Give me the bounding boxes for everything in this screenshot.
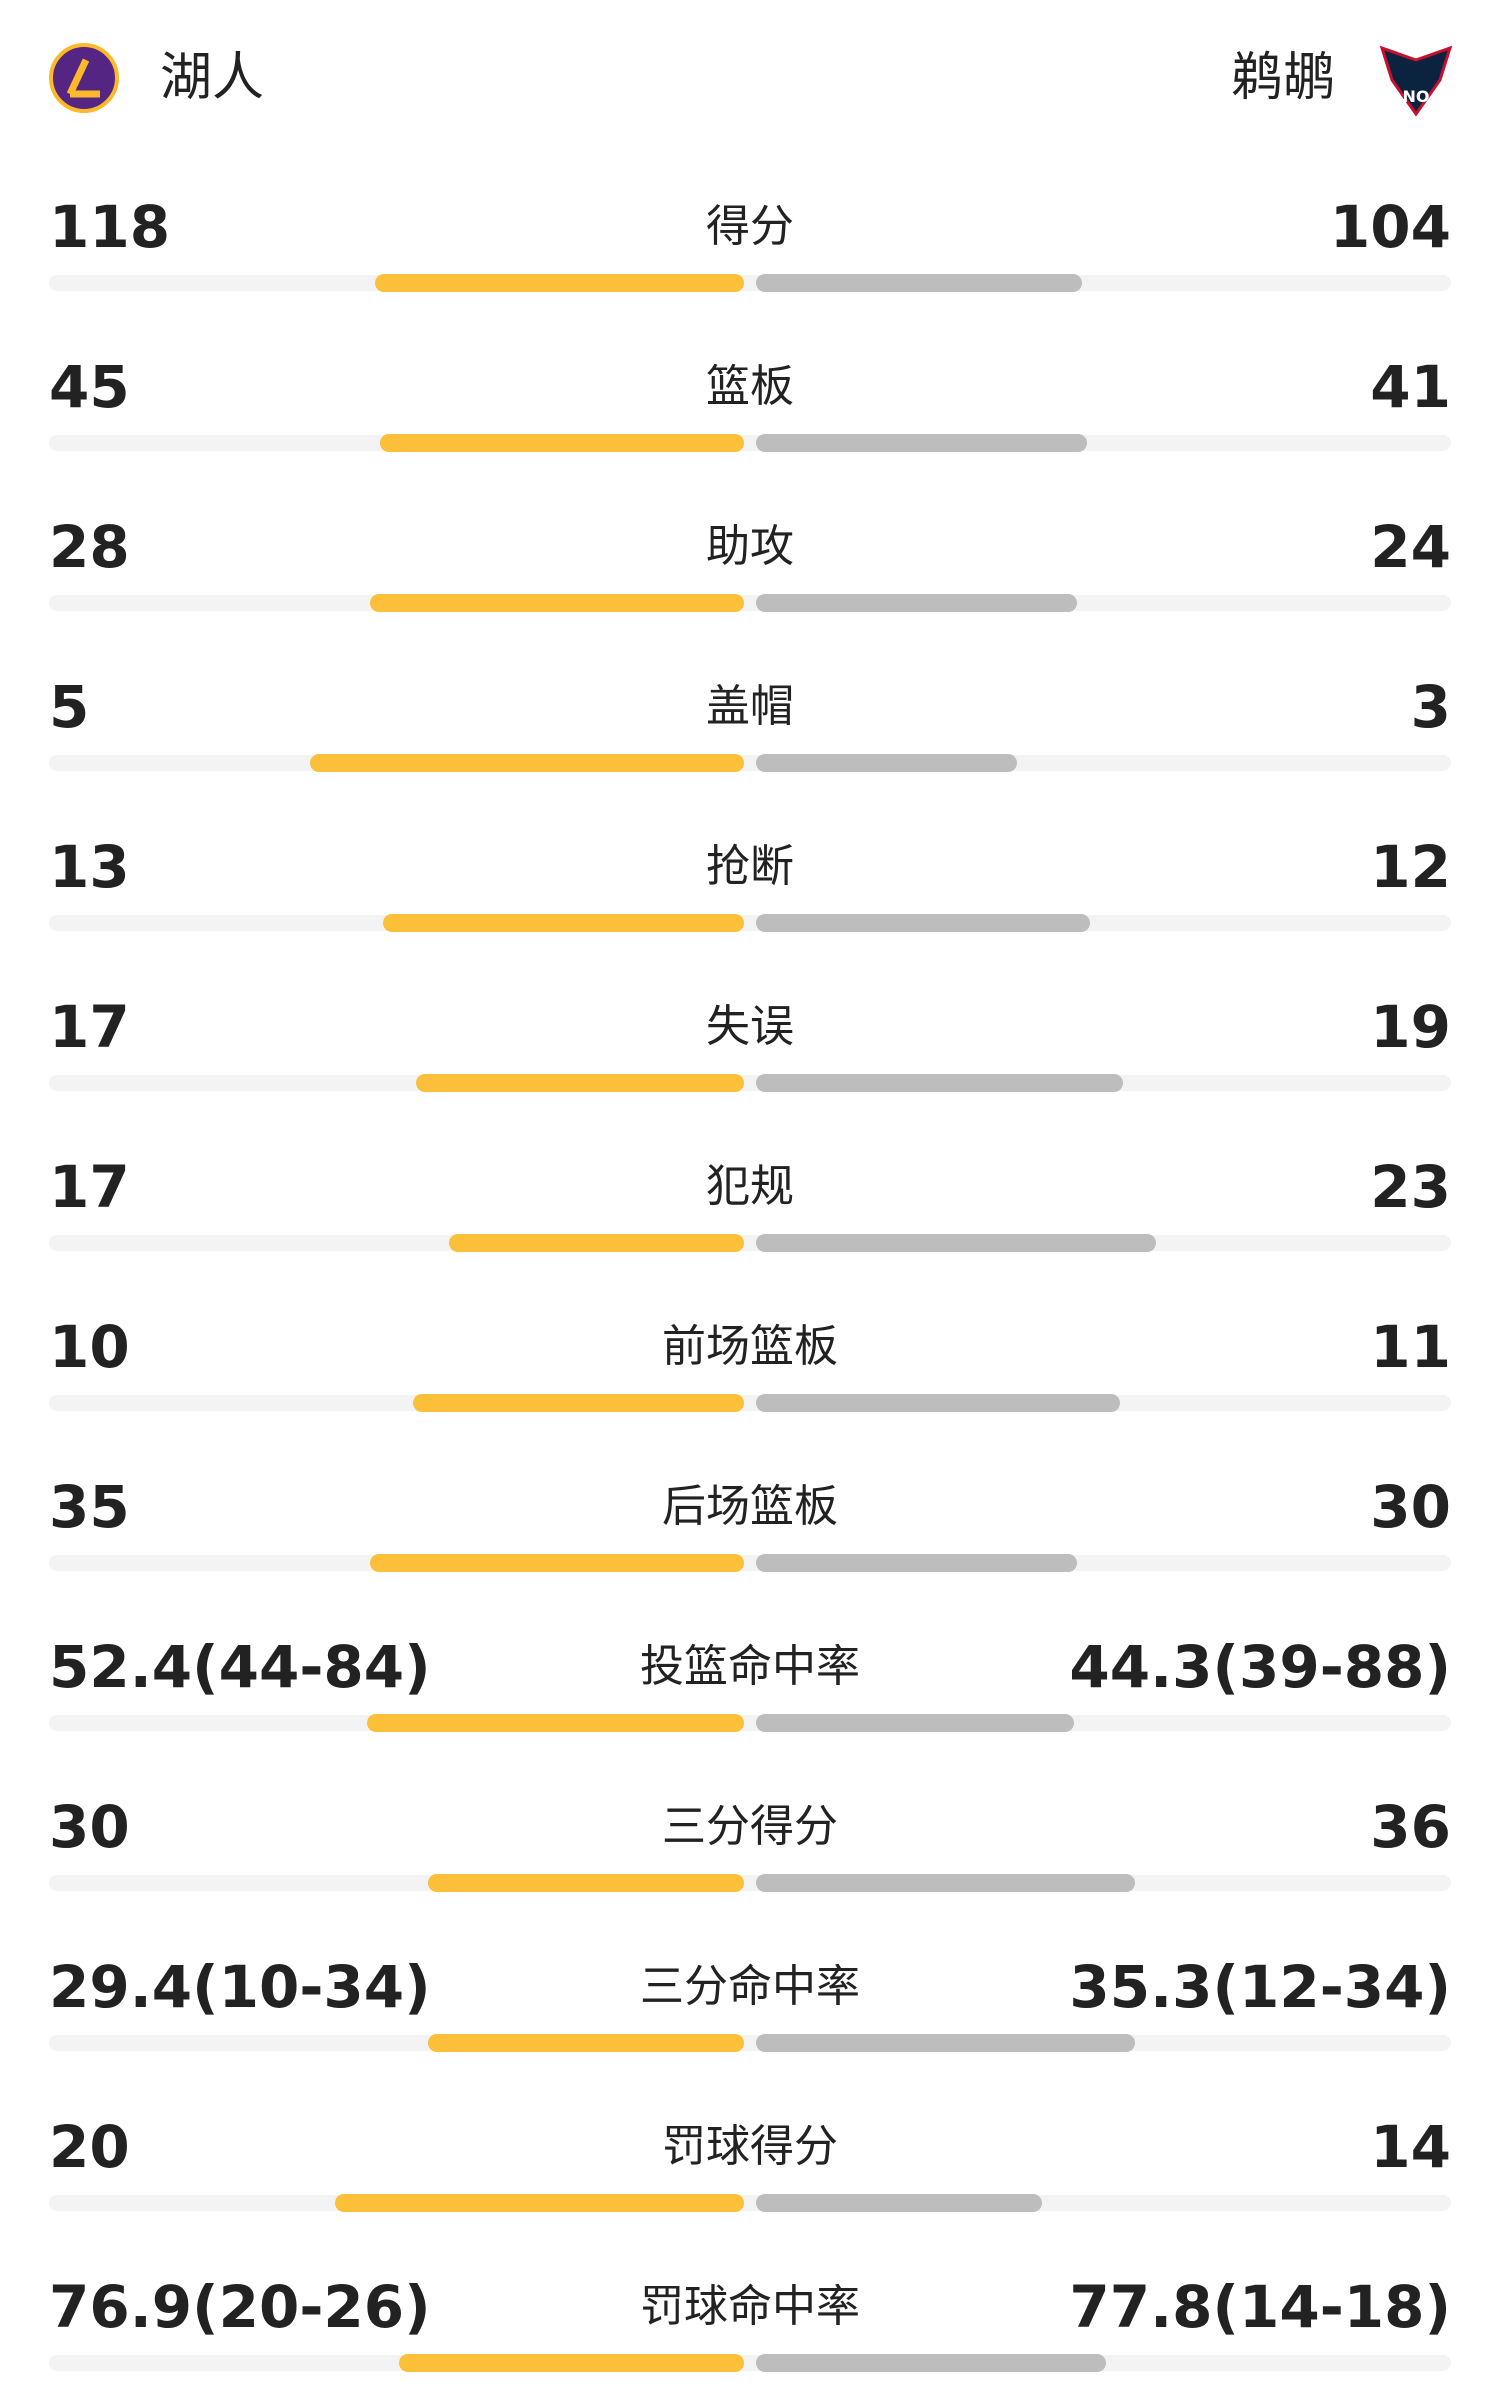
home-team: 湖人 bbox=[160, 48, 265, 108]
stat-label: 投篮命中率 bbox=[640, 1641, 860, 1692]
home-value: 29.4(10-34) bbox=[49, 1953, 431, 2021]
home-value: 17 bbox=[49, 993, 130, 1061]
home-value: 30 bbox=[49, 1793, 130, 1861]
home-value: 13 bbox=[49, 833, 130, 901]
bar-track bbox=[49, 1395, 1451, 1411]
away-logo: NO bbox=[1379, 45, 1453, 117]
away-value: 30 bbox=[1370, 1473, 1451, 1541]
home-value: 5 bbox=[49, 673, 90, 741]
home-value: 20 bbox=[49, 2113, 130, 2181]
away-value: 35.3(12-34) bbox=[1069, 1953, 1451, 2021]
home-logo bbox=[49, 43, 119, 113]
home-value: 118 bbox=[49, 193, 171, 261]
away-value: 77.8(14-18) bbox=[1069, 2273, 1451, 2341]
home-value: 10 bbox=[49, 1313, 130, 1381]
stat-label: 三分命中率 bbox=[640, 1961, 860, 2012]
svg-text:NO: NO bbox=[1403, 87, 1430, 106]
bar-track bbox=[49, 595, 1451, 611]
away-value: 104 bbox=[1329, 193, 1451, 261]
home-bar bbox=[369, 1554, 744, 1572]
home-bar bbox=[398, 2354, 744, 2372]
stat-label: 犯规 bbox=[706, 1161, 794, 1212]
home-bar bbox=[309, 754, 744, 772]
bar-track bbox=[49, 1875, 1451, 1891]
home-bar bbox=[374, 274, 744, 292]
bar-track bbox=[49, 2035, 1451, 2051]
away-value: 11 bbox=[1370, 1313, 1451, 1381]
home-value: 76.9(20-26) bbox=[49, 2273, 431, 2341]
away-bar bbox=[756, 754, 1017, 772]
stat-label: 篮板 bbox=[706, 361, 794, 412]
home-bar bbox=[367, 1714, 744, 1732]
stat-label: 后场篮板 bbox=[662, 1481, 838, 1532]
home-value: 17 bbox=[49, 1153, 130, 1221]
away-bar bbox=[756, 2354, 1106, 2372]
home-value: 52.4(44-84) bbox=[49, 1633, 431, 1701]
away-bar bbox=[756, 2034, 1136, 2052]
bar-track bbox=[49, 1715, 1451, 1731]
stat-label: 罚球命中率 bbox=[640, 2281, 860, 2332]
bar-track bbox=[49, 2355, 1451, 2371]
stat-label: 抢断 bbox=[706, 841, 794, 892]
stat-label: 得分 bbox=[706, 201, 794, 252]
away-bar bbox=[756, 1714, 1075, 1732]
away-team: 鹈鹕 bbox=[1230, 48, 1335, 108]
away-bar bbox=[756, 594, 1077, 612]
stat-label: 助攻 bbox=[706, 521, 794, 572]
home-bar bbox=[382, 914, 744, 932]
home-bar bbox=[428, 2034, 744, 2052]
stat-label: 前场篮板 bbox=[662, 1321, 838, 1372]
away-bar bbox=[756, 434, 1088, 452]
away-bar bbox=[756, 1874, 1136, 1892]
home-bar bbox=[369, 594, 744, 612]
bar-track bbox=[49, 755, 1451, 771]
bar-track bbox=[49, 435, 1451, 451]
away-value: 14 bbox=[1370, 2113, 1451, 2181]
away-bar bbox=[756, 1554, 1077, 1572]
home-bar bbox=[428, 1874, 744, 1892]
away-bar bbox=[756, 2194, 1043, 2212]
home-bar bbox=[413, 1394, 744, 1412]
away-bar bbox=[756, 1394, 1121, 1412]
bar-track bbox=[49, 1075, 1451, 1091]
away-bar bbox=[756, 1234, 1156, 1252]
bar-track bbox=[49, 1235, 1451, 1251]
home-value: 45 bbox=[49, 353, 130, 421]
away-value: 12 bbox=[1370, 833, 1451, 901]
away-value: 3 bbox=[1410, 673, 1451, 741]
bar-track bbox=[49, 1555, 1451, 1571]
bar-track bbox=[49, 2195, 1451, 2211]
home-bar bbox=[335, 2194, 744, 2212]
away-value: 19 bbox=[1370, 993, 1451, 1061]
home-bar bbox=[448, 1234, 744, 1252]
away-value: 41 bbox=[1370, 353, 1451, 421]
stat-label: 盖帽 bbox=[706, 681, 794, 732]
home-value: 28 bbox=[49, 513, 130, 581]
bar-track bbox=[49, 915, 1451, 931]
away-bar bbox=[756, 274, 1082, 292]
away-value: 44.3(39-88) bbox=[1069, 1633, 1451, 1701]
stat-label: 三分得分 bbox=[662, 1801, 838, 1852]
away-value: 24 bbox=[1370, 513, 1451, 581]
away-bar bbox=[756, 1074, 1123, 1092]
home-value: 35 bbox=[49, 1473, 130, 1541]
away-value: 23 bbox=[1370, 1153, 1451, 1221]
stat-label: 罚球得分 bbox=[662, 2121, 838, 2172]
home-bar bbox=[380, 434, 744, 452]
bar-track bbox=[49, 275, 1451, 291]
stat-label: 失误 bbox=[706, 1001, 794, 1052]
away-bar bbox=[756, 914, 1090, 932]
away-value: 36 bbox=[1370, 1793, 1451, 1861]
home-bar bbox=[415, 1074, 744, 1092]
